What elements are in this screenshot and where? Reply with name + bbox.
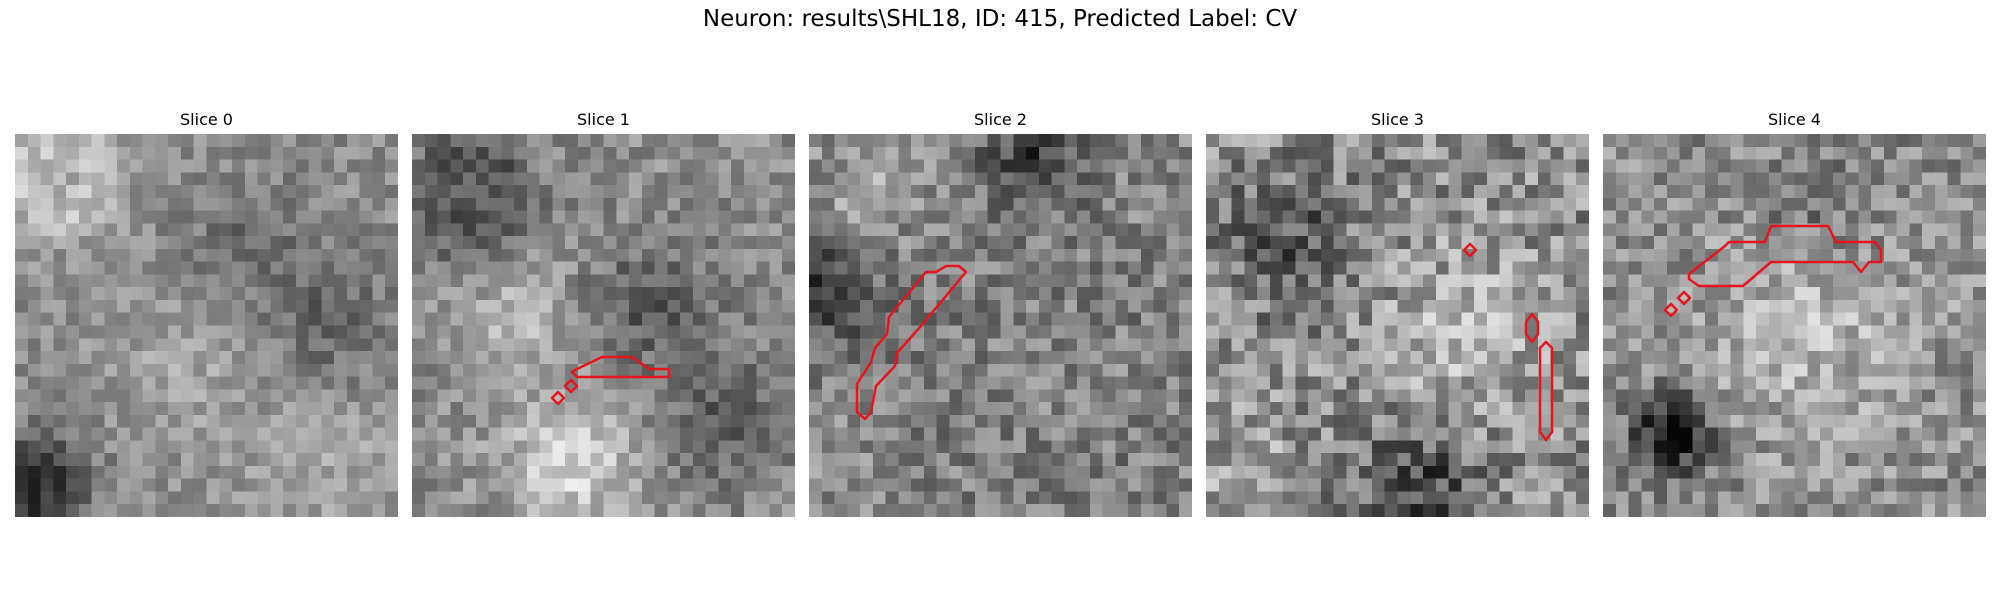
contour bbox=[1678, 292, 1690, 304]
contour-overlay bbox=[1603, 134, 1986, 517]
contour-overlay bbox=[15, 134, 398, 517]
contour bbox=[572, 357, 669, 377]
contour bbox=[1540, 342, 1552, 440]
slice-image bbox=[809, 134, 1192, 517]
slice-title: Slice 3 bbox=[1206, 108, 1589, 132]
slice-image bbox=[412, 134, 795, 517]
slice-title: Slice 0 bbox=[15, 108, 398, 132]
slice-title: Slice 4 bbox=[1603, 108, 1986, 132]
contour bbox=[552, 392, 564, 404]
figure-title: Neuron: results\SHL18, ID: 415, Predicte… bbox=[0, 6, 2000, 32]
contour bbox=[857, 266, 966, 419]
slice-panel-1: Slice 1 bbox=[412, 108, 795, 517]
contour bbox=[1526, 314, 1538, 342]
slice-image bbox=[1206, 134, 1589, 517]
slice-panel-4: Slice 4 bbox=[1603, 108, 1986, 517]
contour-overlay bbox=[809, 134, 1192, 517]
contour bbox=[1464, 244, 1476, 256]
slice-panel-2: Slice 2 bbox=[809, 108, 1192, 517]
slice-image bbox=[1603, 134, 1986, 517]
slice-image bbox=[15, 134, 398, 517]
slice-title: Slice 2 bbox=[809, 108, 1192, 132]
slice-panel-0: Slice 0 bbox=[15, 108, 398, 517]
contour bbox=[1689, 226, 1881, 286]
contour bbox=[565, 380, 577, 392]
contour-overlay bbox=[1206, 134, 1589, 517]
slice-panel-3: Slice 3 bbox=[1206, 108, 1589, 517]
contour bbox=[1665, 304, 1677, 316]
contour-overlay bbox=[412, 134, 795, 517]
slice-title: Slice 1 bbox=[412, 108, 795, 132]
